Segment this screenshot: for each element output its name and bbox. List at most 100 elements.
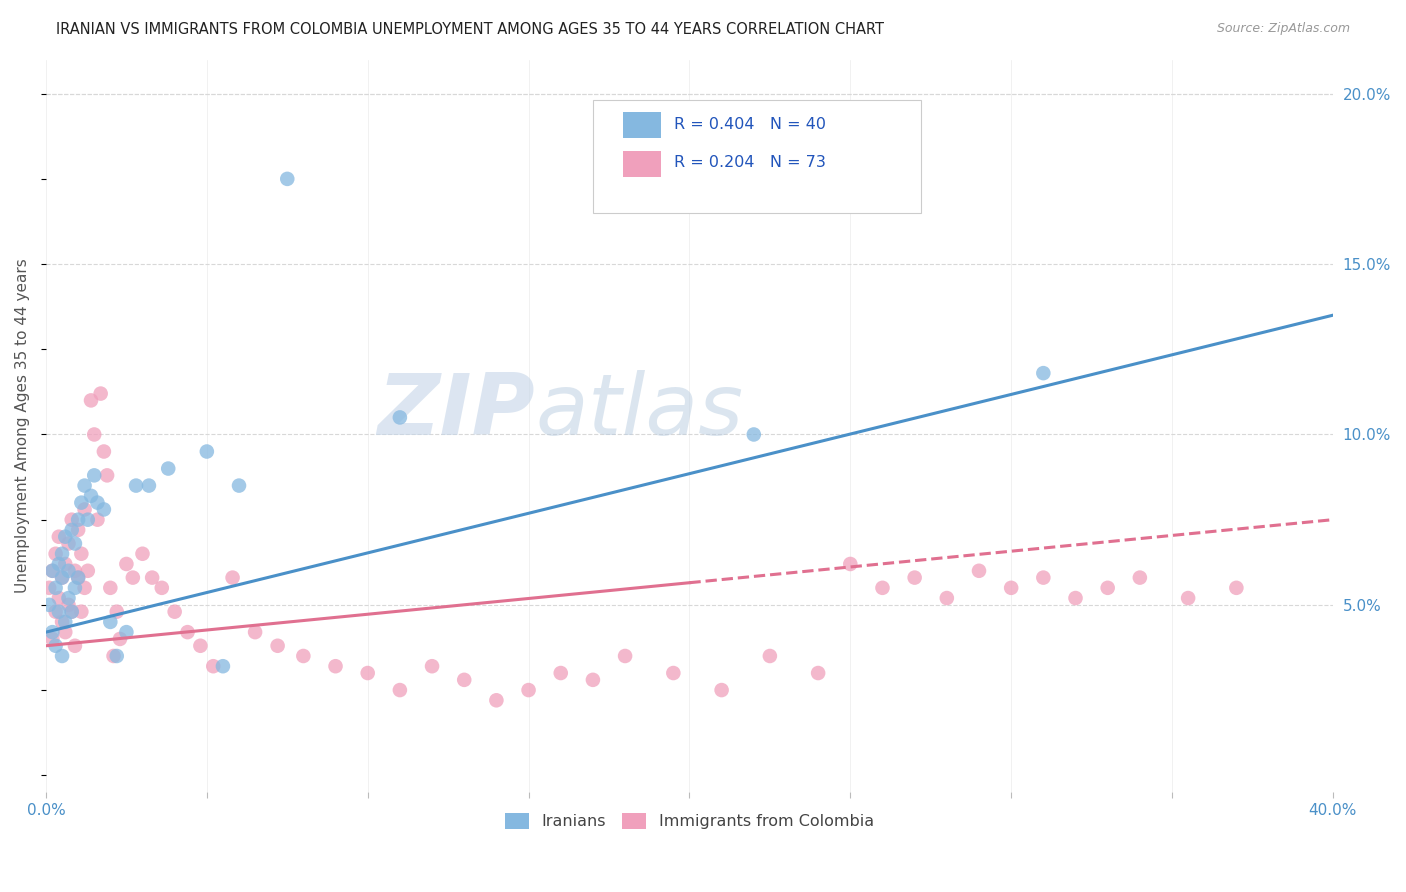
Point bbox=[70, 605, 93, 619]
Point bbox=[73, 581, 96, 595]
Point bbox=[48, 530, 70, 544]
Point bbox=[662, 666, 685, 681]
Point bbox=[67, 571, 90, 585]
Point bbox=[103, 648, 125, 663]
Point bbox=[80, 393, 103, 408]
Point bbox=[388, 410, 411, 425]
Text: atlas: atlas bbox=[536, 370, 742, 453]
Point bbox=[138, 478, 160, 492]
Point bbox=[228, 478, 250, 492]
Point bbox=[1000, 581, 1022, 595]
Point bbox=[41, 632, 63, 646]
Point bbox=[357, 666, 380, 681]
Text: Source: ZipAtlas.com: Source: ZipAtlas.com bbox=[1216, 22, 1350, 36]
Point bbox=[73, 478, 96, 492]
Text: R = 0.404   N = 40: R = 0.404 N = 40 bbox=[673, 117, 825, 132]
Point bbox=[45, 605, 67, 619]
Point bbox=[1032, 366, 1054, 380]
Point bbox=[759, 648, 782, 663]
Point bbox=[710, 683, 733, 698]
Point bbox=[517, 683, 540, 698]
FancyBboxPatch shape bbox=[623, 151, 661, 177]
Point bbox=[80, 489, 103, 503]
Point bbox=[51, 571, 73, 585]
Point bbox=[243, 625, 266, 640]
Point bbox=[157, 461, 180, 475]
Point bbox=[60, 605, 83, 619]
Point bbox=[41, 564, 63, 578]
Point bbox=[115, 625, 138, 640]
Text: ZIP: ZIP bbox=[377, 370, 536, 453]
Legend: Iranians, Immigrants from Colombia: Iranians, Immigrants from Colombia bbox=[499, 806, 880, 836]
Point bbox=[53, 557, 76, 571]
Point bbox=[105, 648, 128, 663]
Point bbox=[70, 495, 93, 509]
Point bbox=[63, 639, 86, 653]
Point bbox=[98, 581, 121, 595]
Point bbox=[41, 564, 63, 578]
Point bbox=[58, 591, 80, 605]
Point bbox=[76, 564, 98, 578]
Point bbox=[38, 598, 60, 612]
Point bbox=[76, 513, 98, 527]
Text: R = 0.204   N = 73: R = 0.204 N = 73 bbox=[673, 155, 825, 170]
Point bbox=[86, 513, 108, 527]
Point bbox=[93, 502, 115, 516]
Point bbox=[131, 547, 153, 561]
Point bbox=[98, 615, 121, 629]
Point bbox=[60, 513, 83, 527]
Point bbox=[807, 666, 830, 681]
Point bbox=[48, 605, 70, 619]
Point bbox=[935, 591, 957, 605]
Point bbox=[60, 523, 83, 537]
Point bbox=[51, 547, 73, 561]
Point bbox=[742, 427, 765, 442]
Point bbox=[58, 564, 80, 578]
Point bbox=[325, 659, 347, 673]
Point bbox=[266, 639, 288, 653]
Point bbox=[67, 523, 90, 537]
Point bbox=[73, 502, 96, 516]
Point bbox=[93, 444, 115, 458]
Point bbox=[58, 536, 80, 550]
Point bbox=[58, 598, 80, 612]
Point bbox=[190, 639, 212, 653]
Point bbox=[292, 648, 315, 663]
Point bbox=[141, 571, 163, 585]
Point bbox=[96, 468, 118, 483]
Text: IRANIAN VS IMMIGRANTS FROM COLOMBIA UNEMPLOYMENT AMONG AGES 35 TO 44 YEARS CORRE: IRANIAN VS IMMIGRANTS FROM COLOMBIA UNEM… bbox=[56, 22, 884, 37]
Point bbox=[38, 581, 60, 595]
Point bbox=[45, 547, 67, 561]
Point bbox=[90, 386, 112, 401]
Point bbox=[839, 557, 862, 571]
FancyBboxPatch shape bbox=[623, 112, 661, 138]
Point bbox=[108, 632, 131, 646]
Y-axis label: Unemployment Among Ages 35 to 44 years: Unemployment Among Ages 35 to 44 years bbox=[15, 259, 30, 593]
Point bbox=[202, 659, 225, 673]
Point bbox=[83, 427, 105, 442]
Point bbox=[121, 571, 143, 585]
Point bbox=[67, 513, 90, 527]
Point bbox=[1032, 571, 1054, 585]
Point bbox=[105, 605, 128, 619]
Point bbox=[67, 571, 90, 585]
Point bbox=[904, 571, 927, 585]
Point bbox=[60, 605, 83, 619]
Point bbox=[1097, 581, 1119, 595]
Point bbox=[48, 557, 70, 571]
Point bbox=[115, 557, 138, 571]
Point bbox=[86, 495, 108, 509]
Point bbox=[51, 615, 73, 629]
Point bbox=[614, 648, 637, 663]
Point bbox=[1064, 591, 1087, 605]
Point bbox=[63, 581, 86, 595]
Point bbox=[176, 625, 198, 640]
Point bbox=[51, 648, 73, 663]
Point bbox=[150, 581, 173, 595]
Point bbox=[48, 591, 70, 605]
Point bbox=[967, 564, 990, 578]
Point bbox=[51, 571, 73, 585]
FancyBboxPatch shape bbox=[593, 100, 921, 213]
Point bbox=[276, 172, 298, 186]
Point bbox=[45, 639, 67, 653]
